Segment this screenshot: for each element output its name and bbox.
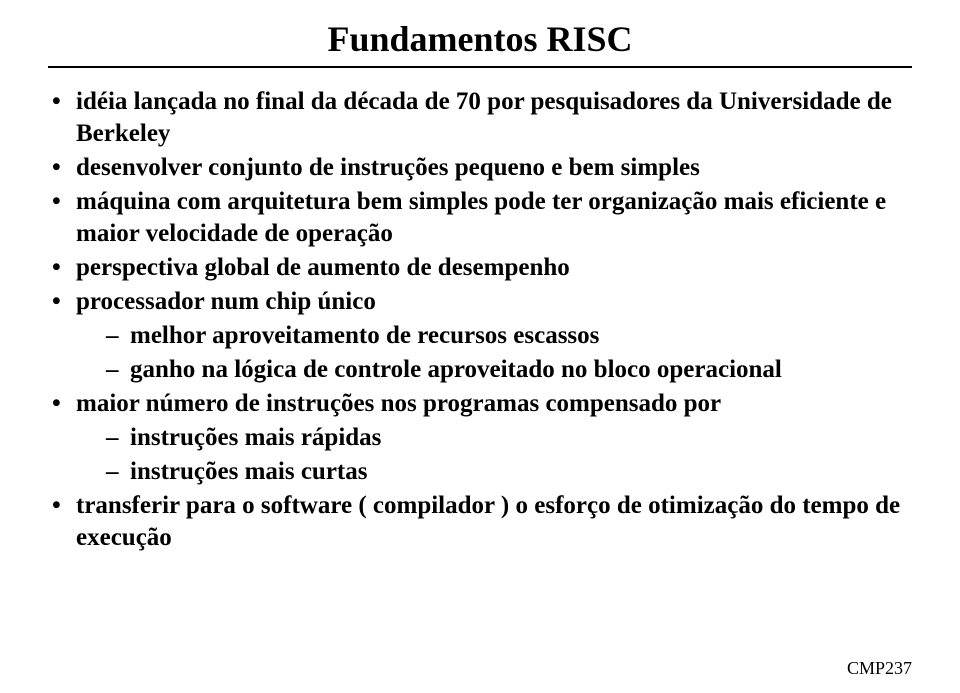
sub-bullet-text: ganho na lógica de controle aproveitado …: [130, 356, 782, 383]
bullet-text: transferir para o software ( compilador …: [76, 492, 900, 551]
bullet-list: idéia lançada no final da década de 70 p…: [48, 86, 912, 554]
bullet-item: transferir para o software ( compilador …: [48, 490, 912, 554]
bullet-text: máquina com arquitetura bem simples pode…: [76, 188, 886, 247]
bullet-text: maior número de instruções nos programas…: [76, 390, 721, 417]
bullet-text: desenvolver conjunto de instruções peque…: [76, 154, 700, 181]
bullet-item: perspectiva global de aumento de desempe…: [48, 252, 912, 284]
slide-footer: CMP237: [847, 658, 912, 679]
sub-bullet-list: instruções mais rápidas instruções mais …: [76, 422, 912, 488]
bullet-item: desenvolver conjunto de instruções peque…: [48, 152, 912, 184]
sub-bullet-item: instruções mais rápidas: [76, 422, 912, 454]
slide: Fundamentos RISC idéia lançada no final …: [0, 0, 960, 693]
sub-bullet-text: instruções mais curtas: [130, 458, 367, 485]
bullet-text: perspectiva global de aumento de desempe…: [76, 254, 570, 281]
slide-title: Fundamentos RISC: [48, 18, 912, 60]
sub-bullet-item: melhor aproveitamento de recursos escass…: [76, 320, 912, 352]
bullet-text: processador num chip único: [76, 288, 376, 315]
bullet-item: idéia lançada no final da década de 70 p…: [48, 86, 912, 150]
bullet-item: processador num chip único melhor aprove…: [48, 286, 912, 386]
title-rule: [48, 66, 912, 68]
sub-bullet-text: melhor aproveitamento de recursos escass…: [130, 322, 599, 349]
bullet-item: maior número de instruções nos programas…: [48, 388, 912, 488]
sub-bullet-text: instruções mais rápidas: [130, 424, 381, 451]
sub-bullet-list: melhor aproveitamento de recursos escass…: [76, 320, 912, 386]
bullet-text: idéia lançada no final da década de 70 p…: [76, 88, 892, 147]
sub-bullet-item: instruções mais curtas: [76, 456, 912, 488]
sub-bullet-item: ganho na lógica de controle aproveitado …: [76, 354, 912, 386]
bullet-item: máquina com arquitetura bem simples pode…: [48, 186, 912, 250]
